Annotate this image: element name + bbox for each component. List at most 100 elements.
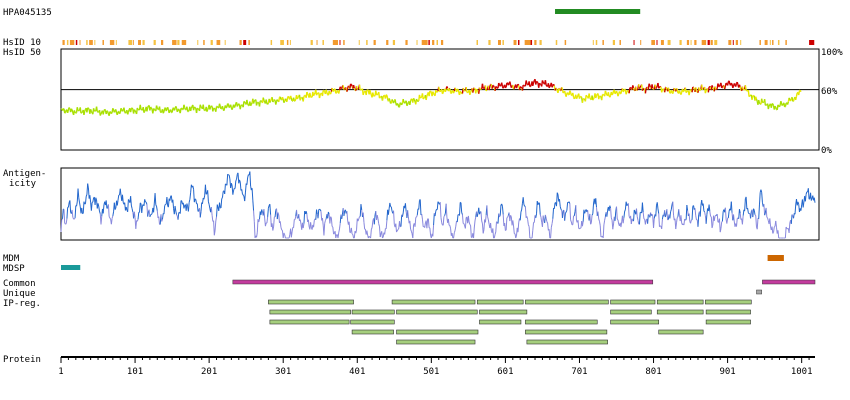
antigenicity-segment xyxy=(416,208,419,216)
antigenicity-segment xyxy=(735,218,738,227)
hsid50-segment xyxy=(588,93,591,98)
hsid50-segment xyxy=(160,110,163,113)
hsid50-segment xyxy=(778,104,781,108)
hsid50-segment xyxy=(670,89,673,93)
antigenicity-segment xyxy=(207,190,209,202)
hsid10-band xyxy=(286,40,289,45)
antigenicity-segment xyxy=(441,222,443,226)
antigenicity-segment xyxy=(453,230,456,233)
antigenicity-segment xyxy=(193,189,195,203)
hsid50-segment xyxy=(614,92,617,95)
hsid10-band xyxy=(539,40,542,45)
hsid50-segment xyxy=(183,104,186,108)
hsid50-segment xyxy=(749,94,751,97)
antigenicity-segment xyxy=(244,192,246,202)
antigenicity-segment xyxy=(612,223,615,230)
antigenicity-segment xyxy=(509,215,512,222)
hsid50-segment xyxy=(269,100,272,103)
antigenicity-segment xyxy=(77,188,80,198)
antigenicity-segment xyxy=(196,203,199,212)
hsid50-segment xyxy=(215,106,218,112)
hsid50-segment xyxy=(309,92,312,97)
hsid10-band xyxy=(310,40,313,45)
antigenicity-segment xyxy=(109,217,112,220)
hsid50-segment xyxy=(379,96,382,98)
antigenicity-segment xyxy=(412,224,415,239)
antigenicity-segment xyxy=(219,202,221,208)
hsid50-segment xyxy=(202,104,205,110)
antigenicity-segment xyxy=(89,195,92,203)
hsid50-segment xyxy=(665,87,668,90)
axis-tick-label: 101 xyxy=(127,367,143,377)
hsid50-segment xyxy=(73,110,76,113)
hsid10-band xyxy=(436,40,438,45)
antigenicity-segment xyxy=(702,203,705,212)
antigenicity-segment xyxy=(208,204,211,209)
antigenicity-segment xyxy=(116,200,119,206)
hsid50-segment xyxy=(92,108,96,112)
hsid50-segment xyxy=(795,92,798,97)
hsid50-segment xyxy=(795,96,798,101)
antigenicity-segment xyxy=(156,210,159,218)
antigenicity-segment xyxy=(153,203,155,213)
antigenicity-segment xyxy=(242,193,244,196)
hsid50-segment xyxy=(651,84,654,89)
hsid50-segment xyxy=(578,96,581,99)
antigenicity-segment xyxy=(522,197,525,205)
antigenicity-segment xyxy=(670,204,673,210)
antigenicity-segment xyxy=(785,226,788,229)
antigenicity-segment xyxy=(535,213,538,218)
antigenicity-segment xyxy=(294,215,297,220)
antigenicity-segment xyxy=(253,221,256,239)
antigenicity-segment xyxy=(226,174,229,186)
antigenicity-segment xyxy=(564,213,566,221)
hsid50-segment xyxy=(755,98,758,102)
antigenicity-segment xyxy=(461,214,464,224)
hsid50-segment xyxy=(250,104,252,107)
antigenicity-segment xyxy=(769,218,772,227)
hsid50-segment xyxy=(63,108,66,114)
hsid50-segment xyxy=(75,112,77,114)
hsid50-segment xyxy=(455,89,458,93)
hsid50-segment xyxy=(428,91,431,97)
hsid50-segment xyxy=(686,90,689,93)
ip-region-bar xyxy=(391,299,476,305)
antigenicity-segment xyxy=(755,215,757,227)
antigenicity-segment xyxy=(290,231,293,238)
antigenicity-segment xyxy=(121,194,124,203)
antigenicity-segment xyxy=(362,212,365,223)
antigenicity-segment xyxy=(338,223,341,229)
antigenicity-segment xyxy=(175,211,178,215)
antigenicity-segment xyxy=(320,211,323,221)
hsid50-segment xyxy=(688,91,691,96)
hsid50-segment xyxy=(423,96,426,99)
antigenicity-segment xyxy=(623,211,626,218)
hsid10-band xyxy=(759,40,761,45)
hsid50-segment xyxy=(118,112,121,115)
antigenicity-segment xyxy=(647,214,649,224)
hsid10-band xyxy=(75,40,78,45)
antigenicity-segment xyxy=(147,211,149,217)
antigenicity-segment xyxy=(179,200,182,214)
antigenicity-segment xyxy=(200,202,203,212)
hsid50-segment xyxy=(162,111,165,114)
hsid50-segment xyxy=(774,105,777,108)
antigenicity-segment xyxy=(496,221,498,223)
antibody-id-label: HPA045135 xyxy=(3,8,52,18)
axis-tick-label: 201 xyxy=(201,367,217,377)
antigenicity-segment xyxy=(310,222,312,228)
ip-region-bar xyxy=(269,309,351,315)
hsid10-band xyxy=(332,40,339,45)
antigenicity-segment xyxy=(659,225,661,228)
hsid50-segment xyxy=(772,103,775,106)
hsid50-segment xyxy=(143,110,146,113)
ip-region-track xyxy=(268,299,752,345)
antigenicity-segment xyxy=(357,218,360,222)
antigenicity-segment xyxy=(616,206,618,220)
antigenicity-segment xyxy=(656,202,659,209)
antigenicity-segment xyxy=(767,218,769,221)
hsid50-segment xyxy=(110,111,113,115)
hsid50-segment xyxy=(618,91,621,94)
antigenicity-segment xyxy=(92,197,95,203)
hsid50-segment xyxy=(695,90,698,93)
